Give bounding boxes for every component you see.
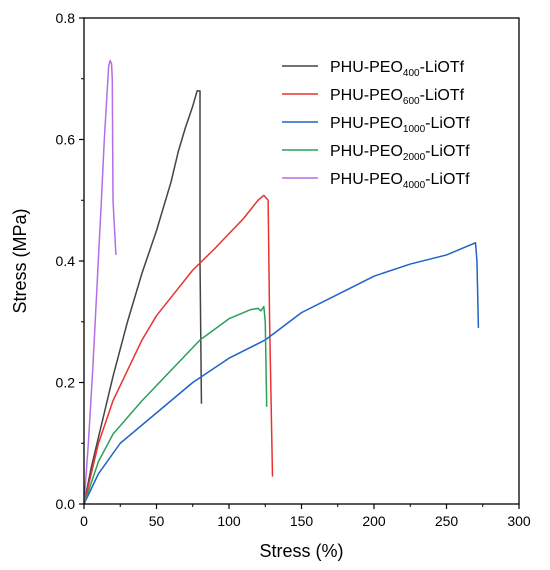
series-line-2000 [83, 305, 268, 505]
series-line-600 [83, 194, 274, 505]
legend-entry-400: PHU-PEO400-LiOTf [330, 59, 465, 79]
x-axis-label: Stress (%) [259, 541, 343, 561]
series-line-1000 [83, 242, 480, 505]
y-tick-label: 0.0 [56, 496, 76, 512]
x-tick-label: 150 [290, 513, 314, 529]
x-tick-label: 100 [217, 513, 241, 529]
legend-entry-4000: PHU-PEO4000-LiOTf [330, 171, 470, 191]
y-tick-label: 0.2 [56, 375, 76, 391]
y-axis-label: Stress (MPa) [10, 208, 30, 313]
y-tick-label: 0.8 [56, 10, 76, 26]
y-axis-ticks: 0.0 0.2 0.4 0.6 0.8 [56, 10, 84, 512]
legend-entry-600: PHU-PEO600-LiOTf [330, 87, 465, 107]
series-line-400 [83, 90, 203, 505]
legend-entry-2000: PHU-PEO2000-LiOTf [330, 143, 470, 163]
y-tick-label: 0.4 [56, 253, 76, 269]
x-tick-label: 50 [149, 513, 165, 529]
legend: PHU-PEO400-LiOTf PHU-PEO600-LiOTf PHU-PEO1… [282, 59, 470, 191]
x-tick-label: 300 [507, 513, 531, 529]
series-layer [83, 59, 480, 505]
x-tick-label: 250 [435, 513, 459, 529]
y-tick-label: 0.6 [56, 132, 76, 148]
x-tick-label: 0 [80, 513, 88, 529]
legend-entry-1000: PHU-PEO1000-LiOTf [330, 115, 470, 135]
x-axis-ticks: 0 50 100 150 200 250 300 [80, 504, 531, 529]
x-tick-label: 200 [362, 513, 386, 529]
series-line-4000 [83, 59, 117, 505]
